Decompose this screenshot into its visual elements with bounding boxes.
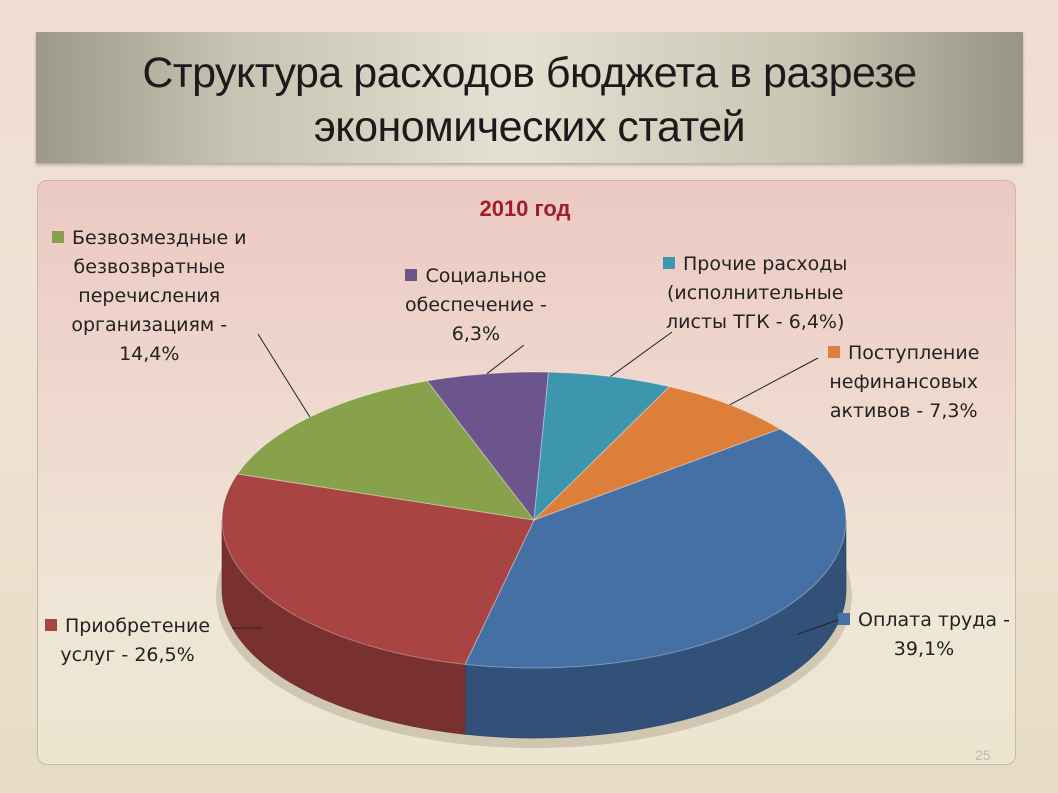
label-transfers: Безвозмездные и безвозвратные перечислен… xyxy=(52,224,247,369)
pie-slice-other xyxy=(533,371,671,522)
label-other-line-3: листы ТГК - 6,4%) xyxy=(666,311,845,333)
label-transfers-line-4: организациям - xyxy=(71,314,228,336)
legend-swatch-services xyxy=(45,619,57,631)
label-services-line-2: услуг - 26,5% xyxy=(60,644,195,666)
label-services: Приобретение услуг - 26,5% xyxy=(45,612,210,670)
label-transfers-line-1: Безвозмездные и xyxy=(52,224,247,253)
label-nonfinancial: Поступление нефинансовых активов - 7,3% xyxy=(828,339,979,426)
label-salary-line-1: Оплата труда - xyxy=(838,606,1010,635)
pie-slice-social xyxy=(426,371,550,522)
slide-number: 25 xyxy=(975,747,991,763)
pie-slice-salary xyxy=(464,428,847,669)
label-services-line-1: Приобретение xyxy=(45,612,210,641)
leader-line-salary xyxy=(797,619,839,635)
label-social: Социальное обеспечение - 6,3% xyxy=(405,262,547,349)
label-transfers-line-3: перечисления xyxy=(78,285,221,307)
pie-slice-services xyxy=(221,473,535,665)
legend-swatch-nonfinancial xyxy=(828,346,840,358)
leader-line-other xyxy=(610,331,673,377)
label-social-line-2: обеспечение - xyxy=(405,294,547,316)
legend-swatch-social xyxy=(405,269,418,281)
pie-slice-transfers xyxy=(236,380,536,521)
label-other-line-2: (исполнительные xyxy=(667,282,844,304)
label-nonfinancial-line-2: нефинансовых xyxy=(829,371,979,393)
title-banner xyxy=(36,32,1023,163)
label-social-line-1: Социальное xyxy=(405,262,547,291)
label-nonfinancial-line-1: Поступление xyxy=(828,339,979,368)
pie-slice-nonfinancial xyxy=(533,386,782,521)
slide-title-line-1: Структура расходов бюджета в разрезе xyxy=(142,49,917,97)
legend-swatch-salary xyxy=(838,613,850,625)
leader-line-social xyxy=(486,344,525,375)
label-salary: Оплата труда - 39,1% xyxy=(838,606,1010,664)
label-transfers-line-5: 14,4% xyxy=(119,343,180,365)
label-salary-line-2: 39,1% xyxy=(893,638,955,660)
label-other-line-1: Прочие расходы xyxy=(663,250,847,279)
leader-line-nonfinancial xyxy=(729,357,819,406)
slide-title-line-2: экономических статей xyxy=(313,103,746,151)
label-social-line-3: 6,3% xyxy=(451,323,501,345)
label-transfers-line-2: безвозвратные xyxy=(73,256,226,278)
legend-swatch-other xyxy=(663,257,675,269)
label-nonfinancial-line-3: активов - 7,3% xyxy=(829,400,978,422)
leader-line-transfers xyxy=(257,333,311,418)
slide-title: Структура расходов бюджета в разрезе эко… xyxy=(36,46,1023,154)
chart-title: 2010 год xyxy=(479,196,571,221)
legend-swatch-transfers xyxy=(52,231,64,243)
label-other: Прочие расходы (исполнительные листы ТГК… xyxy=(663,250,847,337)
